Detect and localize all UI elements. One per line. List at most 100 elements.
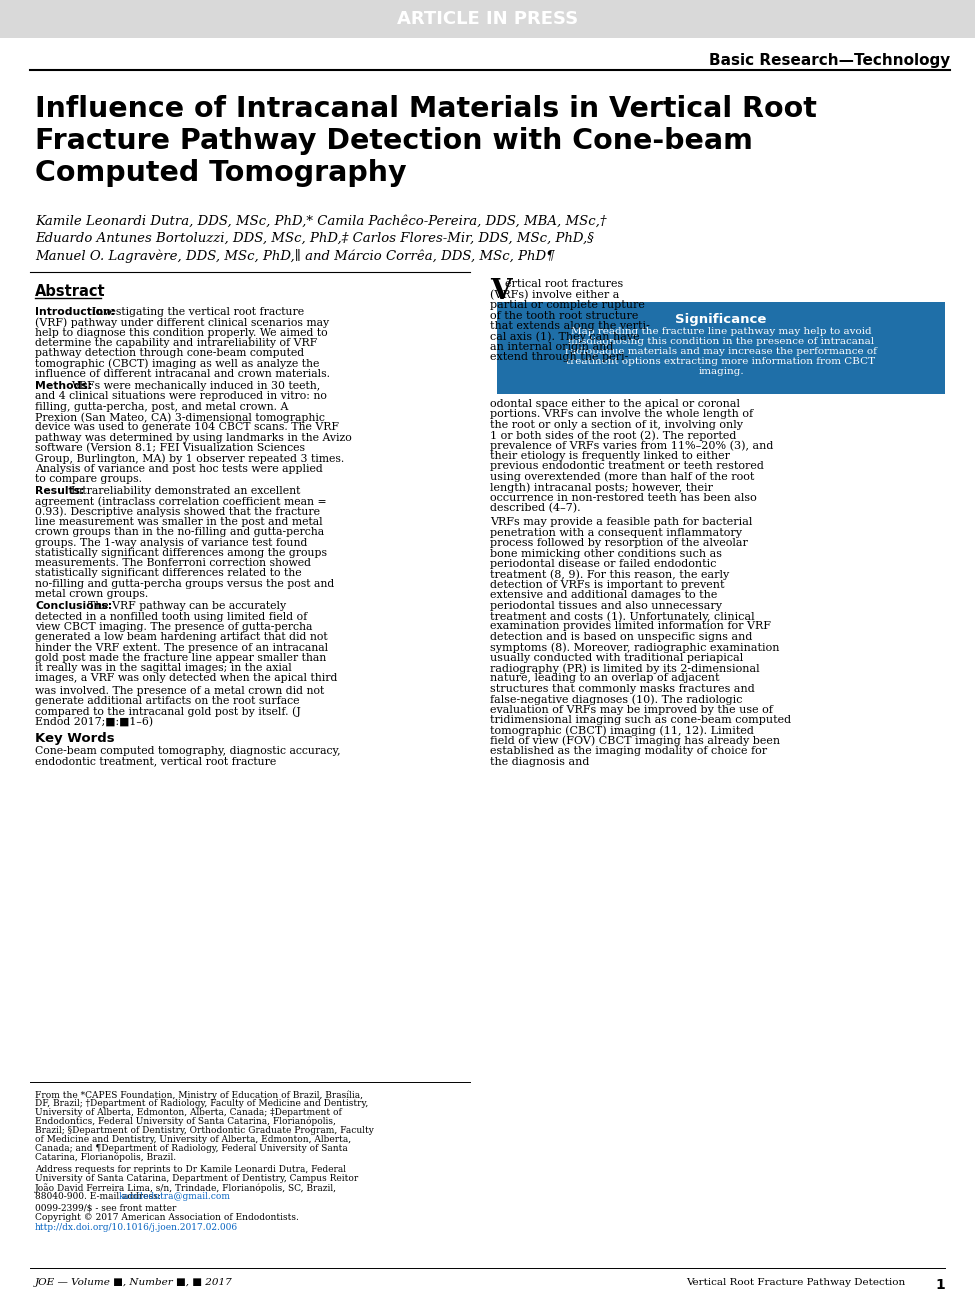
Text: groups. The 1-way analysis of variance test found: groups. The 1-way analysis of variance t… <box>35 538 307 548</box>
Text: odontal space either to the apical or coronal: odontal space either to the apical or co… <box>490 399 740 408</box>
Text: symptoms (8). Moreover, radiographic examination: symptoms (8). Moreover, radiographic exa… <box>490 642 779 652</box>
Text: Investigating the vertical root fracture: Investigating the vertical root fracture <box>93 307 304 317</box>
Text: hinder the VRF extent. The presence of an intracanal: hinder the VRF extent. The presence of a… <box>35 642 329 652</box>
Text: filling, gutta-percha, post, and metal crown. A: filling, gutta-percha, post, and metal c… <box>35 402 289 411</box>
Text: of Medicine and Dentistry, University of Alberta, Edmonton, Alberta,: of Medicine and Dentistry, University of… <box>35 1135 351 1144</box>
Text: statistically significant differences among the groups: statistically significant differences am… <box>35 548 327 559</box>
Text: kamiledutra@gmail.com: kamiledutra@gmail.com <box>119 1191 231 1201</box>
Text: previous endodontic treatment or teeth restored: previous endodontic treatment or teeth r… <box>490 462 763 471</box>
Text: Abstract: Abstract <box>35 284 105 299</box>
Text: Fracture Pathway Detection with Cone-beam: Fracture Pathway Detection with Cone-bea… <box>35 127 753 155</box>
Text: Copyright © 2017 American Association of Endodontists.: Copyright © 2017 American Association of… <box>35 1214 299 1221</box>
Text: software (Version 8.1; FEI Visualization Sciences: software (Version 8.1; FEI Visualization… <box>35 442 305 453</box>
Text: that extends along the verti-: that extends along the verti- <box>490 321 650 331</box>
Text: occurrence in non-restored teeth has been also: occurrence in non-restored teeth has bee… <box>490 492 757 502</box>
Text: misdiagnosing this condition in the presence of intracanal: misdiagnosing this condition in the pres… <box>567 337 874 346</box>
Text: field of view (FOV) CBCT imaging has already been: field of view (FOV) CBCT imaging has alr… <box>490 736 780 746</box>
Text: treatment options extracting more information from CBCT: treatment options extracting more inform… <box>566 358 876 365</box>
Text: VRFs may provide a feasible path for bacterial: VRFs may provide a feasible path for bac… <box>490 517 753 527</box>
Text: imaging.: imaging. <box>698 367 744 376</box>
Text: University of Santa Catarina, Department of Dentistry, Campus Reitor: University of Santa Catarina, Department… <box>35 1174 358 1184</box>
Text: an internal origin and: an internal origin and <box>490 342 613 352</box>
Text: Basic Research—Technology: Basic Research—Technology <box>709 52 950 68</box>
Text: Catarina, Florianópolis, Brazil.: Catarina, Florianópolis, Brazil. <box>35 1154 176 1163</box>
Text: using overextended (more than half of the root: using overextended (more than half of th… <box>490 472 755 483</box>
Bar <box>497 301 945 394</box>
Text: 1: 1 <box>935 1278 945 1292</box>
Text: (VRF) pathway under different clinical scenarios may: (VRF) pathway under different clinical s… <box>35 317 330 328</box>
Text: Map reading the fracture line pathway may help to avoid: Map reading the fracture line pathway ma… <box>570 328 872 335</box>
Text: (VRFs) involve either a: (VRFs) involve either a <box>490 290 619 300</box>
Text: statistically significant differences related to the: statistically significant differences re… <box>35 569 301 578</box>
Text: determine the capability and intrareliability of VRF: determine the capability and intrareliab… <box>35 338 317 348</box>
Text: detection and is based on unspecific signs and: detection and is based on unspecific sig… <box>490 632 753 642</box>
Text: it really was in the sagittal images; in the axial: it really was in the sagittal images; in… <box>35 663 292 673</box>
Text: view CBCT imaging. The presence of gutta-percha: view CBCT imaging. The presence of gutta… <box>35 622 312 632</box>
Text: Analysis of variance and post hoc tests were applied: Analysis of variance and post hoc tests … <box>35 463 323 474</box>
Text: DF, Brazil; †Department of Radiology, Faculty of Medicine and Dentistry,: DF, Brazil; †Department of Radiology, Fa… <box>35 1099 369 1108</box>
Text: length) intracanal posts; however, their: length) intracanal posts; however, their <box>490 483 713 493</box>
Text: and 4 clinical situations were reproduced in vitro: no: and 4 clinical situations were reproduce… <box>35 392 327 402</box>
Text: Influence of Intracanal Materials in Vertical Root: Influence of Intracanal Materials in Ver… <box>35 95 817 123</box>
Text: Introduction:: Introduction: <box>35 307 115 317</box>
Text: false-negative diagnoses (10). The radiologic: false-negative diagnoses (10). The radio… <box>490 694 743 705</box>
Text: tomographic (CBCT) imaging as well as analyze the: tomographic (CBCT) imaging as well as an… <box>35 359 320 369</box>
Text: Key Words: Key Words <box>35 732 115 745</box>
Text: Canada; and ¶Department of Radiology, Federal University of Santa: Canada; and ¶Department of Radiology, Fe… <box>35 1144 348 1154</box>
Text: prevalence of VRFs varies from 11%–20% (3), and: prevalence of VRFs varies from 11%–20% (… <box>490 441 773 452</box>
Text: 1 or both sides of the root (2). The reported: 1 or both sides of the root (2). The rep… <box>490 431 736 441</box>
Text: images, a VRF was only detected when the apical third: images, a VRF was only detected when the… <box>35 673 337 684</box>
Text: metal crown groups.: metal crown groups. <box>35 589 148 599</box>
Text: detection of VRFs is important to prevent: detection of VRFs is important to preven… <box>490 579 724 590</box>
Text: From the *CAPES Foundation, Ministry of Education of Brazil, Brasília,: From the *CAPES Foundation, Ministry of … <box>35 1090 363 1100</box>
Text: Conclusions:: Conclusions: <box>35 602 112 612</box>
Text: device was used to generate 104 CBCT scans. The VRF: device was used to generate 104 CBCT sca… <box>35 423 339 432</box>
Text: influence of different intracanal and crown materials.: influence of different intracanal and cr… <box>35 369 330 378</box>
Text: Significance: Significance <box>676 313 766 326</box>
Text: was involved. The presence of a metal crown did not: was involved. The presence of a metal cr… <box>35 686 325 696</box>
Text: of the tooth root structure: of the tooth root structure <box>490 311 639 321</box>
Text: ertical root fractures: ertical root fractures <box>505 279 623 288</box>
Text: extend through the peri-: extend through the peri- <box>490 352 628 363</box>
Text: established as the imaging modality of choice for: established as the imaging modality of c… <box>490 746 767 756</box>
Text: tomographic (CBCT) imaging (11, 12). Limited: tomographic (CBCT) imaging (11, 12). Lim… <box>490 726 754 736</box>
Text: structures that commonly masks fractures and: structures that commonly masks fractures… <box>490 684 755 694</box>
Text: portions. VRFs can involve the whole length of: portions. VRFs can involve the whole len… <box>490 410 753 419</box>
Text: compared to the intracanal gold post by itself. (J: compared to the intracanal gold post by … <box>35 706 300 716</box>
Text: Manuel O. Lagravère, DDS, MSc, PhD,∥ and Márcio Corrêa, DDS, MSc, PhD¶: Manuel O. Lagravère, DDS, MSc, PhD,∥ and… <box>35 249 555 264</box>
Text: measurements. The Bonferroni correction showed: measurements. The Bonferroni correction … <box>35 559 311 568</box>
Text: Prexion (San Mateo, CA) 3-dimensional tomographic: Prexion (San Mateo, CA) 3-dimensional to… <box>35 412 325 423</box>
Text: The VRF pathway can be accurately: The VRF pathway can be accurately <box>88 602 286 612</box>
Text: radiopaque materials and may increase the performance of: radiopaque materials and may increase th… <box>566 347 877 356</box>
Text: generate additional artifacts on the root surface: generate additional artifacts on the roo… <box>35 696 299 706</box>
Bar <box>0 0 975 38</box>
Text: V: V <box>490 278 512 305</box>
Text: Cone-beam computed tomography, diagnostic accuracy,: Cone-beam computed tomography, diagnosti… <box>35 746 340 756</box>
Text: pathway was determined by using landmarks in the Avizo: pathway was determined by using landmark… <box>35 432 352 442</box>
Text: their etiology is frequently linked to either: their etiology is frequently linked to e… <box>490 452 730 461</box>
Text: examination provides limited information for VRF: examination provides limited information… <box>490 621 771 632</box>
Text: the diagnosis and: the diagnosis and <box>490 757 589 766</box>
Text: Kamile Leonardi Dutra, DDS, MSc, PhD,* Camila Pachêco-Pereira, DDS, MBA, MSc,†: Kamile Leonardi Dutra, DDS, MSc, PhD,* C… <box>35 215 606 228</box>
Text: periodontal tissues and also unnecessary: periodontal tissues and also unnecessary <box>490 600 722 611</box>
Text: crown groups than in the no-filling and gutta-percha: crown groups than in the no-filling and … <box>35 527 324 538</box>
Text: process followed by resorption of the alveolar: process followed by resorption of the al… <box>490 538 748 548</box>
Text: tridimensional imaging such as cone-beam computed: tridimensional imaging such as cone-beam… <box>490 715 791 726</box>
Text: described (4–7).: described (4–7). <box>490 502 581 513</box>
Text: the root or only a section of it, involving only: the root or only a section of it, involv… <box>490 420 743 429</box>
Text: generated a low beam hardening artifact that did not: generated a low beam hardening artifact … <box>35 633 328 642</box>
Text: periodontal disease or failed endodontic: periodontal disease or failed endodontic <box>490 559 717 569</box>
Text: no-filling and gutta-percha groups versus the post and: no-filling and gutta-percha groups versu… <box>35 579 334 589</box>
Text: pathway detection through cone-beam computed: pathway detection through cone-beam comp… <box>35 348 304 358</box>
Text: VRFs were mechanically induced in 30 teeth,: VRFs were mechanically induced in 30 tee… <box>71 381 320 392</box>
Text: nature, leading to an overlap of adjacent: nature, leading to an overlap of adjacen… <box>490 673 720 684</box>
Text: Results:: Results: <box>35 485 85 496</box>
Text: extensive and additional damages to the: extensive and additional damages to the <box>490 590 718 600</box>
Text: radiography (PR) is limited by its 2-dimensional: radiography (PR) is limited by its 2-dim… <box>490 663 760 673</box>
Text: usually conducted with traditional periapical: usually conducted with traditional peria… <box>490 652 743 663</box>
Text: Address requests for reprints to Dr Kamile Leonardi Dutra, Federal: Address requests for reprints to Dr Kami… <box>35 1165 346 1174</box>
Text: Computed Tomography: Computed Tomography <box>35 159 407 187</box>
Text: JOE — Volume ■, Number ■, ■ 2017: JOE — Volume ■, Number ■, ■ 2017 <box>35 1278 233 1287</box>
Text: treatment and costs (1). Unfortunately, clinical: treatment and costs (1). Unfortunately, … <box>490 611 755 621</box>
Text: Brazil; §Department of Dentistry, Orthodontic Graduate Program, Faculty: Brazil; §Department of Dentistry, Orthod… <box>35 1126 373 1135</box>
